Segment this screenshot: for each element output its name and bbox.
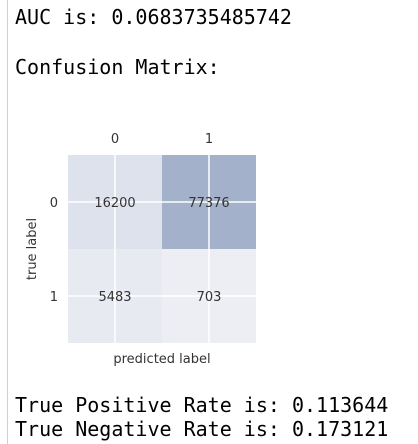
auc-label: AUC is: bbox=[15, 5, 100, 29]
notebook-cell-border bbox=[7, 0, 8, 444]
confusion-matrix-chart: 16200 77376 5483 703 0 1 0 1 true label predicted… bbox=[25, 132, 256, 367]
tnr-value: 0.173121 bbox=[291, 417, 389, 441]
auc-output-line: AUC is: 0.0683735485742 bbox=[15, 5, 292, 29]
cm-cell-value-0-1: 77376 bbox=[188, 196, 229, 211]
cm-x-tick-label-0: 0 bbox=[111, 132, 119, 147]
tnr-output-line: True Negative Rate is: 0.173121 bbox=[15, 417, 388, 441]
cm-x-tick-label-1: 1 bbox=[205, 132, 213, 147]
tpr-label: True Positive Rate is: bbox=[15, 393, 280, 417]
tpr-output-line: True Positive Rate is: 0.113644 bbox=[15, 393, 388, 417]
cm-cell-value-1-1: 703 bbox=[197, 290, 222, 305]
tnr-label: True Negative Rate is: bbox=[15, 417, 280, 441]
confusion-matrix-figure: 16200 77376 5483 703 0 1 0 1 true label predicted… bbox=[20, 125, 270, 375]
tpr-value: 0.113644 bbox=[291, 393, 389, 417]
cm-y-tick-label-1: 1 bbox=[50, 290, 58, 305]
cm-x-axis-label: predicted label bbox=[113, 352, 210, 367]
cm-cell-value-1-0: 5483 bbox=[98, 290, 131, 305]
confusion-matrix-heading: Confusion Matrix: bbox=[15, 55, 220, 79]
cm-y-tick-label-0: 0 bbox=[50, 196, 58, 211]
cm-y-axis-label: true label bbox=[25, 218, 40, 280]
auc-value: 0.0683735485742 bbox=[111, 5, 292, 29]
cm-cell-value-0-0: 16200 bbox=[94, 196, 135, 211]
